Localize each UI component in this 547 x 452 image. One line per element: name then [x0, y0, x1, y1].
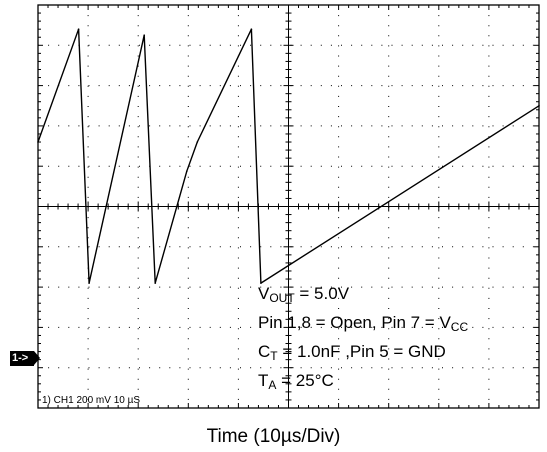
- trace-point: [154, 282, 157, 284]
- trace-point: [37, 141, 39, 143]
- annotation-pins: Pin 1,8 = Open, Pin 7 = VCC: [258, 313, 469, 334]
- trace-point: [88, 282, 90, 284]
- annotation-ambient-temperature: TA = 25°C: [258, 371, 334, 392]
- trace-point: [196, 141, 199, 143]
- trace-point: [77, 28, 80, 30]
- trace-point: [143, 34, 146, 37]
- channel-scale-readout: 1) CH1 200 mV 10 µS: [42, 395, 141, 406]
- channel-1-marker-arrow: [34, 351, 40, 365]
- trace-point: [185, 170, 188, 173]
- annotation-timing-capacitor: CT = 1.0nF ,Pin 5 = GND: [258, 342, 446, 363]
- annotation-vout: VOUT = 5.0V: [258, 284, 350, 305]
- trace-layer: [37, 28, 540, 284]
- trace-point: [250, 28, 253, 30]
- channel-1-marker: 1->: [10, 351, 34, 366]
- trace-point: [260, 282, 262, 284]
- scope-graticule: [37, 4, 540, 409]
- x-axis-caption: Time (10µs/Div): [206, 426, 341, 447]
- trace-point: [538, 104, 540, 107]
- sawtooth-trace: [37, 28, 540, 284]
